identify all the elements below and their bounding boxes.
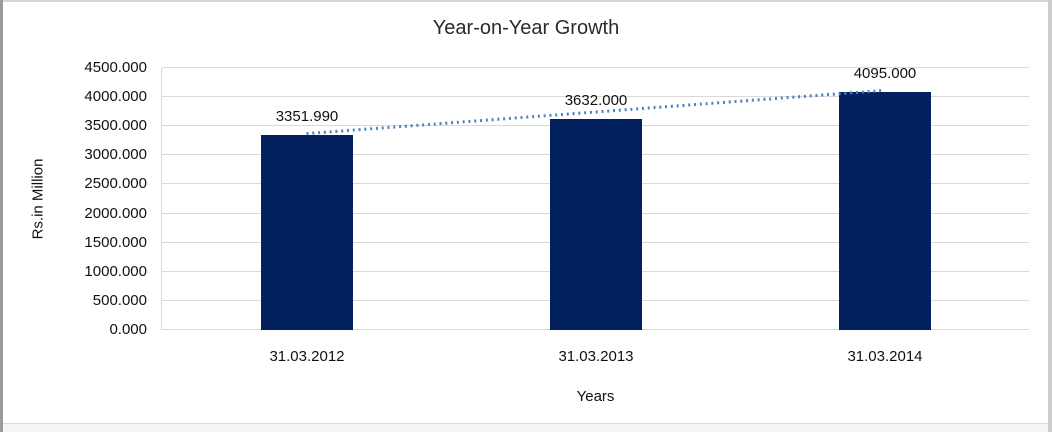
- chart-title: Year-on-Year Growth: [432, 17, 620, 39]
- y-tick-label: 3500.000: [84, 117, 147, 134]
- y-axis-line: [161, 68, 162, 330]
- y-tick-label: 2500.000: [84, 175, 147, 192]
- x-tick-label: 31.03.2014: [847, 348, 923, 365]
- x-tick-label: 31.03.2012: [269, 348, 345, 365]
- y-tick-label: 500.000: [92, 292, 147, 309]
- bar: [261, 135, 353, 330]
- y-tick-label: 0.000: [109, 321, 147, 338]
- bar: [839, 92, 931, 330]
- y-tick-label: 1500.000: [84, 234, 147, 251]
- y-tick-label: 4500.000: [84, 59, 147, 76]
- x-axis-title: Years: [576, 388, 615, 405]
- frame-border-bottom: [3, 423, 1048, 432]
- frame-border-left: [0, 0, 3, 432]
- y-tick-label: 1000.000: [84, 263, 147, 280]
- x-tick-label: 31.03.2013: [558, 348, 634, 365]
- y-axis-title: Rs.in Million: [29, 158, 47, 240]
- gridline: [162, 67, 1029, 68]
- frame-border-right: [1048, 0, 1052, 432]
- frame-border-top: [0, 0, 1052, 2]
- y-tick-label: 4000.000: [84, 88, 147, 105]
- bar-value-label: 3351.990: [275, 108, 339, 125]
- y-tick-label: 2000.000: [84, 205, 147, 222]
- bar-value-label: 3632.000: [564, 92, 628, 109]
- bar: [550, 119, 642, 330]
- y-tick-label: 3000.000: [84, 146, 147, 163]
- bar-value-label: 4095.000: [853, 65, 917, 82]
